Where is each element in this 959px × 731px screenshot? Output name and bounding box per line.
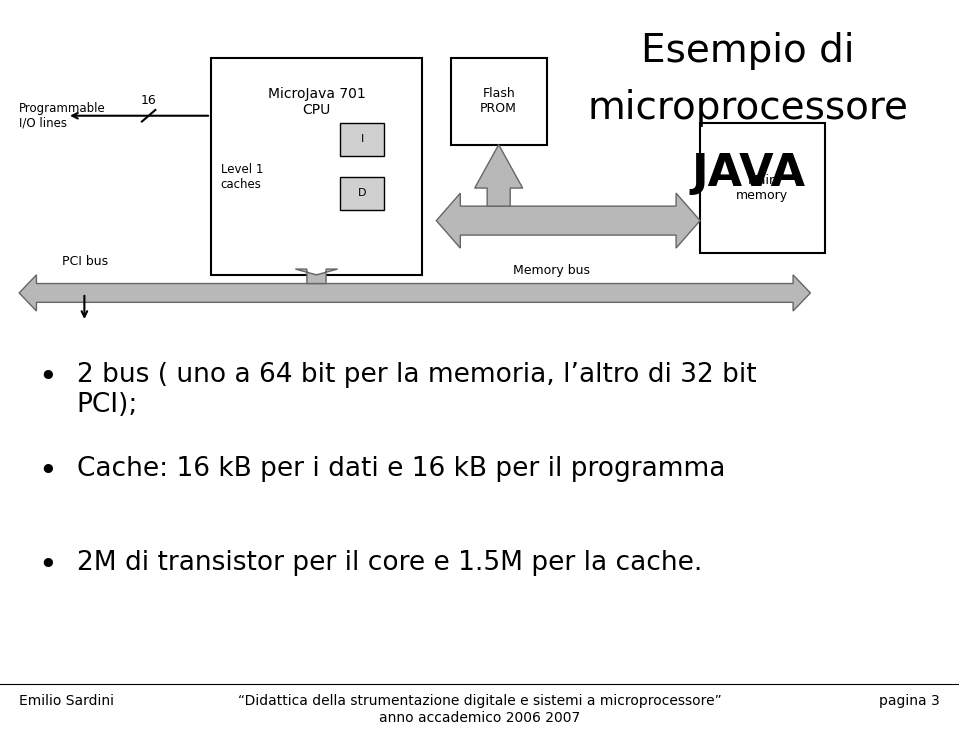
- Text: •: •: [38, 550, 58, 580]
- Polygon shape: [19, 275, 810, 311]
- Text: MicroJava 701
CPU: MicroJava 701 CPU: [268, 87, 365, 117]
- Text: Memory bus: Memory bus: [513, 264, 590, 277]
- Polygon shape: [436, 193, 700, 248]
- Text: 2M di transistor per il core e 1.5M per la cache.: 2M di transistor per il core e 1.5M per …: [77, 550, 702, 576]
- FancyBboxPatch shape: [451, 58, 547, 145]
- Text: Cache: 16 kB per i dati e 16 kB per il programma: Cache: 16 kB per i dati e 16 kB per il p…: [77, 455, 725, 482]
- Text: “Didattica della strumentazione digitale e sistemi a microprocessore”
anno accad: “Didattica della strumentazione digitale…: [238, 694, 721, 724]
- Text: Main
memory: Main memory: [737, 174, 788, 202]
- Text: microprocessore: microprocessore: [588, 89, 908, 127]
- Text: Programmable
I/O lines: Programmable I/O lines: [19, 102, 105, 129]
- Text: 2 bus ( uno a 64 bit per la memoria, l’altro di 32 bit
PCI);: 2 bus ( uno a 64 bit per la memoria, l’a…: [77, 362, 757, 417]
- Text: Emilio Sardini: Emilio Sardini: [19, 694, 114, 708]
- Polygon shape: [475, 145, 523, 206]
- FancyBboxPatch shape: [340, 123, 384, 156]
- Polygon shape: [295, 269, 338, 284]
- FancyBboxPatch shape: [211, 58, 422, 275]
- Text: •: •: [38, 455, 58, 487]
- Text: •: •: [38, 362, 58, 393]
- FancyBboxPatch shape: [340, 177, 384, 210]
- FancyBboxPatch shape: [700, 123, 825, 253]
- Text: 16: 16: [141, 94, 156, 107]
- Text: JAVA: JAVA: [690, 152, 806, 195]
- Text: Level 1
caches: Level 1 caches: [221, 163, 263, 192]
- Text: D: D: [358, 189, 366, 199]
- Text: Flash
PROM: Flash PROM: [480, 87, 517, 115]
- Text: PCI bus: PCI bus: [62, 254, 108, 268]
- Text: Esempio di: Esempio di: [642, 31, 854, 69]
- Text: pagina 3: pagina 3: [879, 694, 940, 708]
- Text: I: I: [361, 135, 363, 144]
